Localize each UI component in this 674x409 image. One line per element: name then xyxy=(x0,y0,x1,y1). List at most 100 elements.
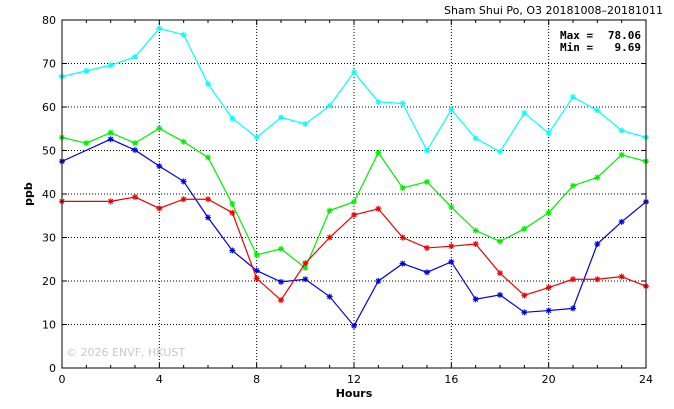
data-point xyxy=(618,218,625,225)
data-point xyxy=(180,178,187,185)
data-point xyxy=(278,278,284,285)
x-tick-label: 12 xyxy=(347,373,361,386)
data-point xyxy=(253,251,260,258)
data-point xyxy=(326,234,333,241)
data-point xyxy=(180,138,187,145)
y-tick-label: 50 xyxy=(42,145,56,158)
max-label: Max = xyxy=(560,29,593,42)
data-point xyxy=(375,205,382,212)
data-point xyxy=(156,205,163,212)
data-point xyxy=(351,198,357,205)
x-tick-label: 8 xyxy=(253,373,260,386)
data-point xyxy=(448,258,455,265)
data-point xyxy=(351,322,357,329)
data-point xyxy=(83,140,90,147)
grid-lines xyxy=(62,20,646,368)
y-tick-label: 30 xyxy=(42,232,56,245)
data-point xyxy=(156,125,163,132)
data-point xyxy=(205,80,211,87)
data-point xyxy=(326,102,333,109)
data-point xyxy=(107,136,114,143)
x-tick-label: 24 xyxy=(639,373,653,386)
data-point xyxy=(156,163,163,170)
series-1 xyxy=(59,125,649,271)
data-point xyxy=(594,241,601,248)
data-point xyxy=(570,182,576,189)
min-value: 9.69 xyxy=(615,41,642,54)
data-point xyxy=(253,275,260,282)
data-point xyxy=(545,209,552,216)
data-point xyxy=(497,238,503,245)
x-tick-label: 4 xyxy=(156,373,163,386)
data-point xyxy=(278,245,284,252)
data-point xyxy=(448,106,455,113)
data-point xyxy=(545,307,552,314)
data-point xyxy=(497,291,503,298)
data-point xyxy=(472,227,479,234)
data-point xyxy=(594,107,601,114)
data-point xyxy=(497,148,503,155)
series-0 xyxy=(59,25,649,155)
x-tick-label: 16 xyxy=(444,373,458,386)
y-tick-label: 70 xyxy=(42,58,56,71)
data-point xyxy=(132,140,138,147)
data-point xyxy=(253,134,260,141)
data-point xyxy=(375,98,382,105)
max-value: 78.06 xyxy=(608,29,641,42)
data-point xyxy=(521,110,528,117)
series-line xyxy=(62,196,647,302)
data-point xyxy=(618,127,625,134)
data-point xyxy=(472,241,479,248)
data-point xyxy=(107,198,114,205)
data-point xyxy=(424,147,430,154)
data-point xyxy=(375,149,382,156)
data-point xyxy=(424,244,430,251)
data-point xyxy=(107,62,114,69)
chart-title: Sham Shui Po, O3 20181008–20181011 xyxy=(444,4,663,17)
data-point xyxy=(472,135,479,142)
data-point xyxy=(278,297,284,304)
data-point xyxy=(83,67,90,74)
data-point xyxy=(399,100,406,107)
data-point xyxy=(594,276,601,283)
data-point xyxy=(156,25,163,32)
y-tick-label: 0 xyxy=(49,362,56,375)
data-point xyxy=(472,296,479,303)
min-label: Min = xyxy=(560,41,593,54)
y-axis-label: ppb xyxy=(22,182,35,206)
y-tick-label: 40 xyxy=(42,188,56,201)
data-point xyxy=(570,276,576,283)
data-point xyxy=(521,309,528,316)
data-point xyxy=(229,247,236,254)
data-point xyxy=(375,278,382,284)
x-tick-label: 20 xyxy=(542,373,556,386)
series-3 xyxy=(59,194,649,304)
data-point xyxy=(180,196,187,203)
data-point xyxy=(302,264,309,271)
data-point xyxy=(618,151,625,158)
data-point xyxy=(424,269,430,276)
y-tick-label: 20 xyxy=(42,275,56,288)
data-point xyxy=(521,292,528,299)
watermark: © 2026 ENVF, HKUST xyxy=(66,346,185,359)
data-point xyxy=(278,114,284,121)
data-point xyxy=(594,174,601,181)
data-point xyxy=(326,293,333,300)
data-point xyxy=(399,260,406,267)
data-point xyxy=(326,207,333,214)
data-point xyxy=(618,273,625,280)
x-tick-label: 0 xyxy=(59,373,66,386)
data-point xyxy=(205,214,211,221)
data-point xyxy=(229,201,236,208)
data-point xyxy=(229,209,236,216)
y-tick-label: 80 xyxy=(42,14,56,27)
data-point xyxy=(302,120,309,127)
data-point xyxy=(229,115,236,122)
data-point xyxy=(424,178,430,185)
data-point xyxy=(302,276,309,283)
data-point xyxy=(180,31,187,38)
data-point xyxy=(497,270,503,277)
data-point xyxy=(521,225,528,232)
data-point xyxy=(253,267,260,274)
